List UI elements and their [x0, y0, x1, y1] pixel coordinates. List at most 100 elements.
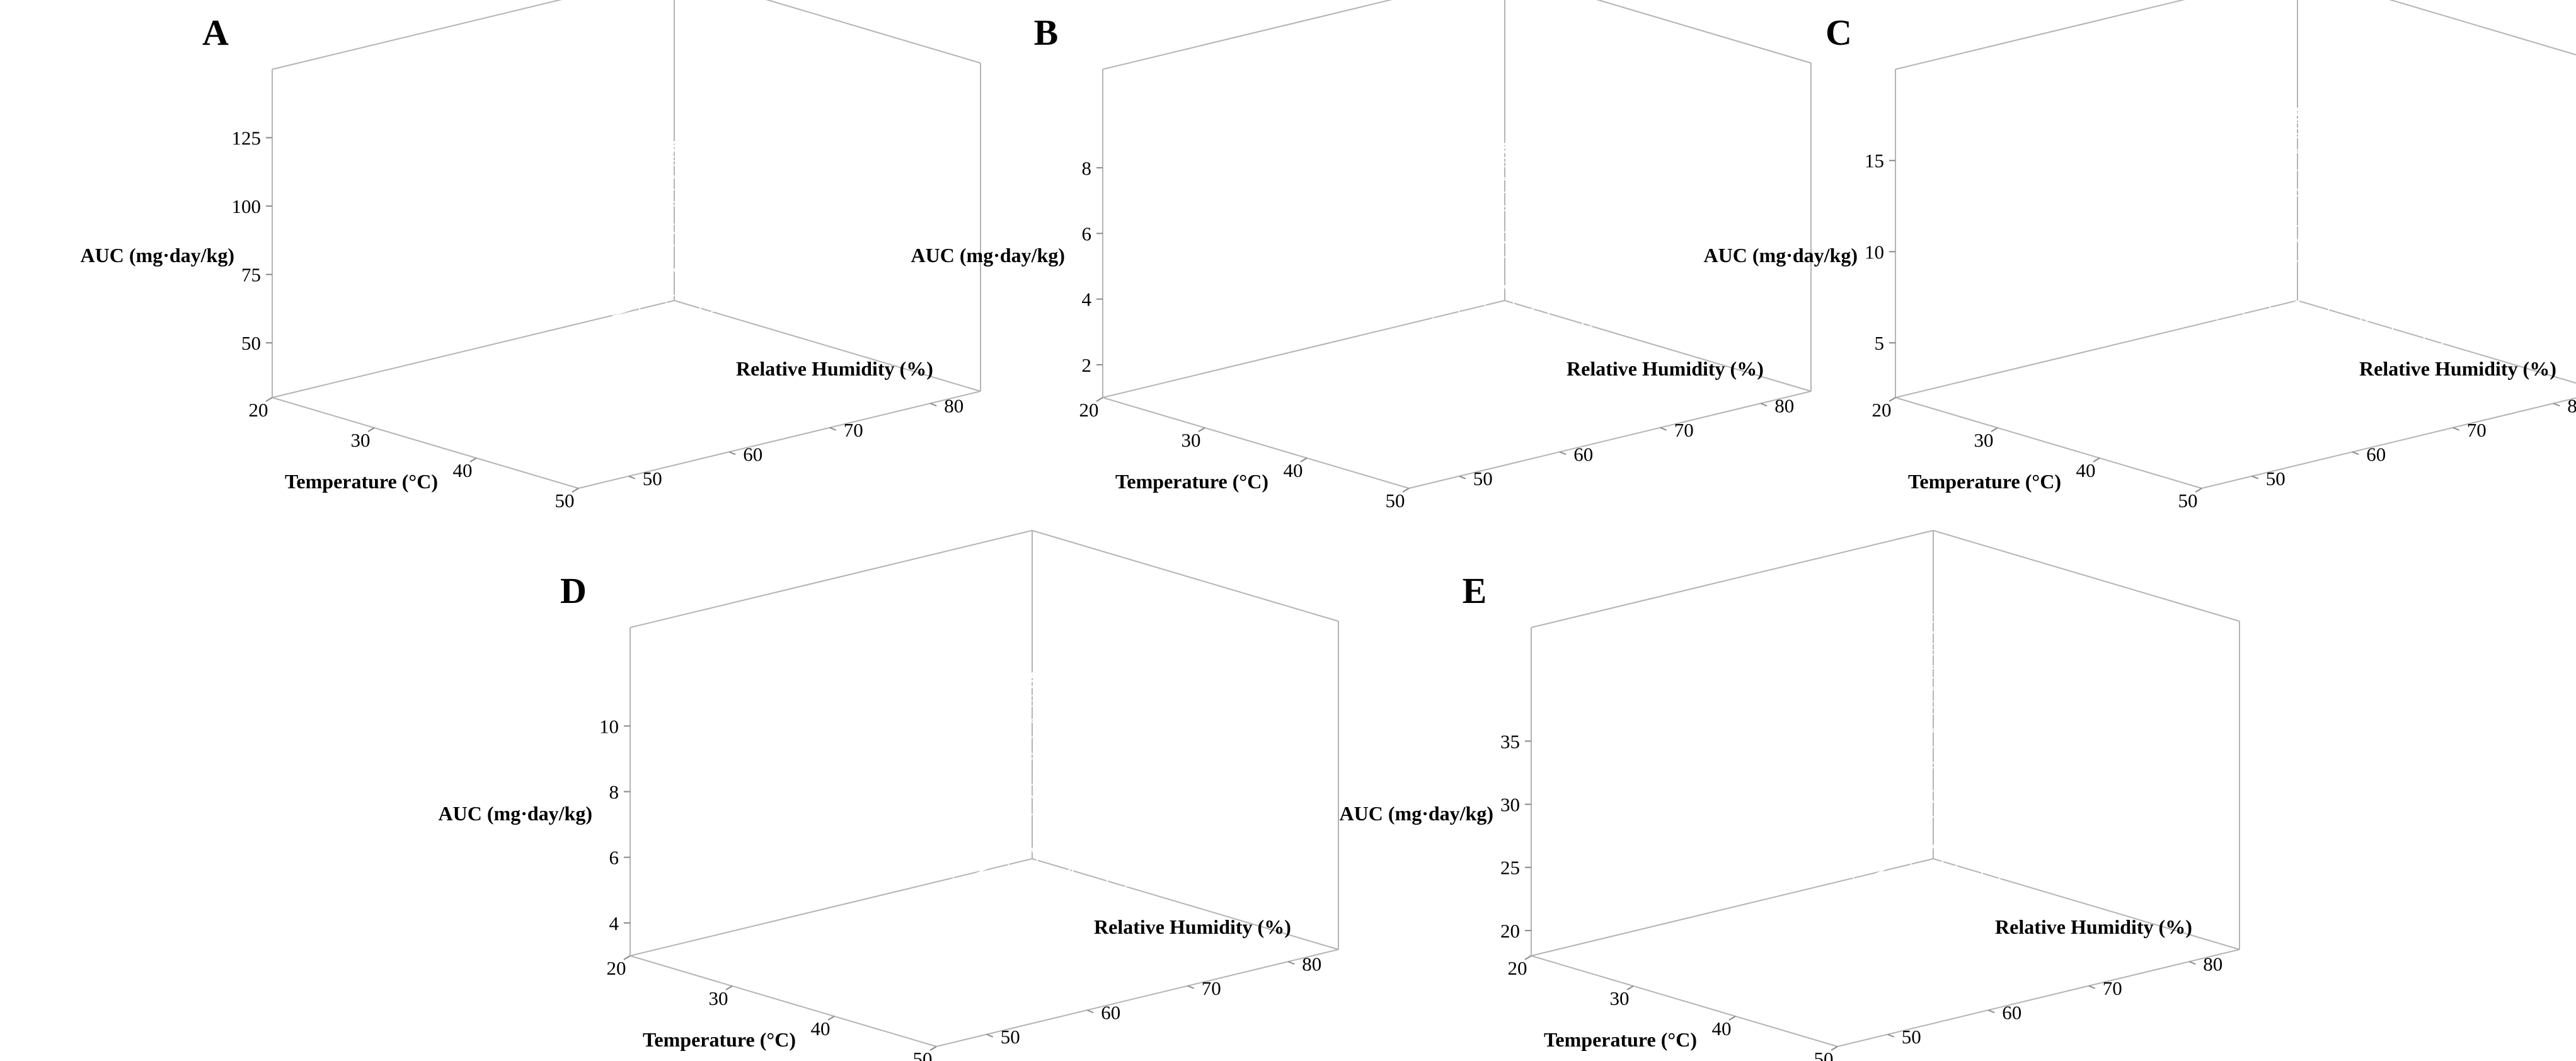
x-tick-mark — [1300, 457, 1308, 462]
y-tick-label: 60 — [1573, 443, 1593, 465]
tick-labels: 20 30 40 50 50 60 70 80 5 10 15 — [1865, 150, 2576, 512]
surface-patch — [611, 201, 654, 222]
surface-patch — [1880, 742, 1923, 766]
surface-patch — [2260, 174, 2302, 204]
surface-patch — [2100, 195, 2144, 228]
x-tick-mark — [1198, 427, 1205, 432]
surface-patch — [346, 273, 390, 302]
surface-patch — [632, 250, 675, 278]
x-axis-title: Temperature (°C) — [285, 470, 438, 493]
x-axis-title: Temperature (°C) — [1115, 470, 1268, 493]
surface-patch — [616, 234, 659, 260]
surface-patch — [1185, 677, 1228, 709]
surface-patch — [646, 176, 689, 194]
surface-patch — [1005, 848, 1048, 892]
y-tick-label: 60 — [743, 443, 762, 465]
surface-patch — [970, 902, 1013, 950]
y-tick-mark — [986, 1033, 994, 1038]
axis-box-edge — [1531, 955, 1838, 1047]
panel-c: 20 30 40 50 50 60 70 80 5 10 15 Temperature (°C) Rel… — [1704, 0, 2576, 512]
surface-patch — [1151, 719, 1193, 755]
surface-patch — [471, 231, 515, 260]
x-tick-mark — [929, 1046, 937, 1051]
surface-patch — [446, 239, 490, 268]
surface-patch — [2085, 216, 2129, 251]
surface-patch — [607, 258, 650, 287]
surface-patch — [1997, 832, 2040, 873]
axis-box-edge — [2297, 300, 2576, 384]
surface-patch — [1982, 808, 2024, 846]
surface-patch — [1171, 812, 1214, 860]
x-tick-mark — [2195, 488, 2202, 493]
y-tick-mark — [1987, 1009, 1995, 1014]
surface-patch — [1996, 703, 2038, 730]
surface-patch — [746, 142, 790, 161]
surface-patch — [863, 223, 906, 257]
surface-patch — [2001, 743, 2044, 776]
surface-patch — [1526, 161, 1570, 181]
y-tick-mark — [1287, 961, 1295, 965]
surface-patch — [1427, 189, 1472, 217]
surface-patch — [636, 193, 679, 214]
surface-patch — [1060, 734, 1102, 766]
surface-patch — [687, 282, 730, 315]
surface-patch — [2005, 680, 2049, 704]
surface-patch — [1104, 675, 1147, 698]
surface-patch — [2110, 207, 2154, 242]
y-axis-title: Relative Humidity (%) — [1094, 915, 1291, 938]
surface-patch — [1181, 769, 1224, 813]
z-axis-title: AUC (mg·day/kg) — [1704, 244, 1858, 267]
surface-patch — [1532, 192, 1575, 219]
surface-patch — [1930, 717, 1973, 742]
surface-patch — [2145, 212, 2188, 250]
surface-patch — [721, 151, 764, 169]
surface-patch — [717, 200, 760, 227]
surface-patch — [1582, 176, 1625, 203]
surface-patch — [1502, 169, 1544, 189]
surface-patch — [1961, 740, 2004, 770]
surface-patch — [969, 753, 1012, 781]
surface-patch — [2512, 258, 2555, 313]
surface-patch — [1795, 801, 1837, 829]
surface-patch — [2405, 84, 2447, 106]
surface-patch — [661, 185, 704, 205]
surface-patch — [1441, 204, 1485, 226]
surface-patch — [1841, 849, 1883, 884]
x-tick-mark — [469, 457, 477, 462]
x-tick-mark — [623, 955, 631, 960]
surface-patch — [1658, 152, 1701, 179]
surface-patch — [1607, 168, 1650, 195]
surface-patch — [1492, 187, 1535, 210]
surface-patch — [2032, 783, 2074, 821]
surface-patch — [2016, 762, 2059, 798]
surface-patch — [2071, 665, 2114, 692]
surface-patch — [1548, 209, 1590, 239]
axis-box-edge — [578, 391, 981, 489]
surface-patch — [1965, 684, 2008, 706]
surface-patch — [2107, 746, 2150, 784]
x-tick-label: 50 — [1814, 1048, 1834, 1061]
surface-patch — [1860, 789, 1903, 820]
surface-patch — [2123, 770, 2165, 811]
surface-patch — [788, 248, 831, 282]
surface-patch — [2021, 690, 2064, 717]
surface-patch — [585, 209, 629, 231]
y-tick-label: 70 — [844, 419, 863, 441]
y-tick-label: 80 — [2203, 953, 2222, 975]
surface-patch — [928, 754, 972, 777]
y-tick-label: 80 — [1774, 394, 1794, 416]
tick-labels: 20 30 40 50 50 60 70 80 50 75 100 125 — [232, 127, 964, 512]
surface-patch — [1851, 818, 1893, 851]
surface-patch — [2077, 706, 2119, 739]
surface-patch — [833, 183, 876, 212]
surface-patch — [726, 796, 768, 821]
x-axis-title: Temperature (°C) — [1544, 1028, 1697, 1051]
surface-patch — [1417, 211, 1459, 234]
surface-patch — [2060, 225, 2103, 260]
surface-patch — [2007, 796, 2049, 834]
surface-patch — [1528, 269, 1570, 306]
surface-patch — [2366, 191, 2408, 231]
surface-patch — [2335, 146, 2378, 177]
surface-patch — [1131, 791, 1173, 836]
surface-patch — [1029, 708, 1072, 732]
